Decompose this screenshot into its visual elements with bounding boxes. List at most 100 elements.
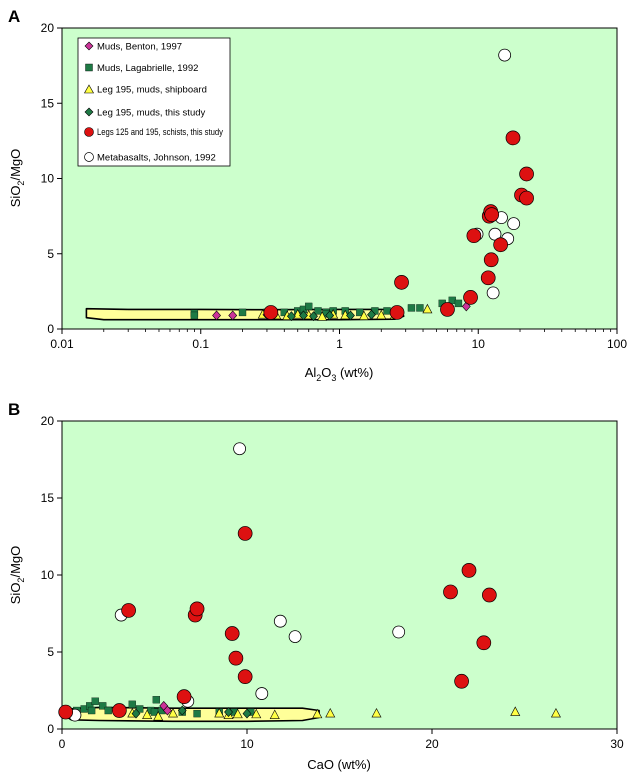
data-point-leg195-shipboard: [269, 709, 280, 719]
data-point-leg195-shipboard: [376, 309, 387, 320]
x-axis-title-a: Al2O3 (wt%): [305, 365, 374, 383]
data-point-leg195-shipboard: [153, 711, 164, 721]
data-point-metabasalts: [392, 625, 406, 639]
y-tick-label: 15: [41, 491, 55, 505]
data-point-leg195-shipboard: [232, 708, 243, 719]
legend-label: Muds, Lagabrielle, 1992: [97, 63, 198, 74]
legend-label: Leg 195, muds, this study: [97, 108, 206, 119]
data-point-leg195-shipboard: [251, 708, 262, 719]
x-tick-label: 30: [610, 737, 624, 751]
y-tick-label: 20: [41, 21, 55, 35]
legend-item-leg195-shipboard: Leg 195, muds, shipboard: [83, 84, 207, 96]
data-point-schists: [176, 689, 192, 705]
data-point-schists: [454, 673, 469, 689]
data-point-leg195-shipboard: [550, 707, 561, 718]
panel-b: B 0 5 10 15 20 0 10 20 30 SiO2/MgO CaO (wt%): [8, 400, 624, 772]
data-point-muds-lagabrielle: [416, 304, 424, 312]
data-point-schists: [389, 305, 405, 320]
data-point-leg195-thisstudy: [367, 309, 376, 320]
data-point-schists: [482, 587, 497, 603]
data-point-schists: [519, 190, 534, 206]
data-point-schists: [394, 274, 409, 290]
legend-marker-open-circle-icon: [84, 152, 94, 162]
x-tick-label: 20: [425, 737, 439, 751]
legend-marker-square-icon: [85, 63, 93, 72]
data-point-leg195-thisstudy: [224, 707, 233, 718]
data-point-muds-lagabrielle: [128, 700, 136, 709]
data-point-leg195-thisstudy: [299, 310, 308, 321]
legend-box: [77, 37, 231, 167]
data-point-schists: [466, 228, 482, 244]
data-point-muds-lagabrielle: [238, 308, 247, 317]
x-axis-title-b: CaO (wt%): [307, 757, 371, 772]
data-point-leg195-shipboard: [371, 707, 382, 718]
data-point-muds-lagabrielle: [87, 706, 96, 715]
data-point-schists: [461, 563, 477, 578]
data-point-muds-lagabrielle: [314, 307, 322, 315]
points-a-group: [190, 48, 534, 322]
data-point-muds-lagabrielle: [407, 304, 416, 312]
data-point-muds-benton: [163, 705, 172, 716]
data-point-leg195-shipboard: [422, 303, 433, 314]
data-point-schists: [189, 601, 205, 617]
legend-label: Muds, Benton, 1997: [97, 42, 182, 53]
plot-area-b: [61, 420, 618, 730]
x-tick-label: 10: [472, 337, 486, 351]
y-tick-label: 10: [41, 172, 55, 186]
data-point-schists: [263, 305, 279, 320]
data-point-metabasalts: [273, 614, 287, 628]
legend-label: Leg 195, muds, shipboard: [97, 85, 207, 96]
legend-item-metabasalts: Metabasalts, Johnson, 1992: [84, 152, 216, 164]
x-axis-a: 0.01 0.1 1 10 100: [50, 329, 627, 351]
data-point-schists: [237, 669, 253, 684]
data-point-schists: [443, 584, 458, 600]
legend-label-schists: Legs 125 and 195, schists, this study: [97, 127, 223, 138]
legend-label: Metabasalts, Johnson, 1992: [97, 153, 216, 164]
data-point-schists: [463, 290, 478, 305]
legend-item-schists: Legs 125 and 195, schists, this study: [84, 127, 223, 138]
data-point-schists: [484, 207, 500, 222]
data-point-schists: [480, 270, 496, 286]
legend-item-muds-benton: Muds, Benton, 1997: [84, 41, 182, 53]
data-point-schists: [505, 130, 521, 146]
data-point-metabasalts: [507, 217, 521, 231]
data-point-schists: [224, 626, 240, 641]
legend-item-leg195-thisstudy: Leg 195, muds, this study: [84, 108, 206, 119]
data-point-metabasalts: [288, 630, 302, 643]
data-point-schists: [519, 166, 534, 182]
data-point-muds-benton: [228, 310, 238, 321]
x-axis-b: 0 10 20 30: [59, 729, 624, 751]
legend-marker-diamond-icon: [84, 41, 94, 51]
y-tick-label: 10: [41, 568, 55, 582]
panel-label-b: B: [8, 400, 20, 419]
panel-a: A 0 5 10 15 20 0.01 0.1 1 10 100 SiO2/MgO Al2O3 …: [8, 7, 627, 383]
data-point-muds-lagabrielle: [152, 696, 161, 704]
data-point-schists: [121, 603, 136, 618]
data-point-muds-lagabrielle: [190, 311, 199, 320]
data-point-metabasalts: [233, 442, 247, 456]
data-point-leg195-shipboard: [317, 311, 328, 321]
data-point-metabasalts: [498, 48, 512, 62]
data-point-muds-lagabrielle: [91, 697, 99, 705]
data-point-leg195-thisstudy: [177, 705, 187, 716]
x-tick-label: 0.01: [50, 337, 74, 351]
x-tick-label: 10: [240, 737, 254, 751]
data-point-leg195-shipboard: [312, 708, 323, 719]
legend-item-muds-lagabrielle: Muds, Lagabrielle, 1992: [85, 63, 198, 74]
y-tick-label: 0: [47, 722, 54, 736]
data-point-muds-lagabrielle: [305, 302, 313, 311]
data-point-muds-lagabrielle: [99, 702, 107, 710]
data-point-muds-lagabrielle: [383, 307, 391, 315]
points-b-group: [58, 442, 561, 722]
data-point-leg195-shipboard: [358, 310, 369, 321]
y-axis-title-b: SiO2/MgO: [8, 546, 26, 604]
y-tick-label: 15: [41, 96, 55, 110]
panel-label-a: A: [8, 7, 20, 26]
data-point-leg195-thisstudy: [325, 310, 335, 321]
data-point-leg195-thisstudy: [131, 708, 141, 719]
x-tick-label: 0: [59, 737, 66, 751]
y-axis-b: 0 5 10 15 20: [41, 414, 62, 736]
legend: Muds, Benton, 1997 Muds, Lagabrielle, 19…: [77, 37, 231, 167]
data-point-leg195-shipboard: [142, 709, 153, 719]
